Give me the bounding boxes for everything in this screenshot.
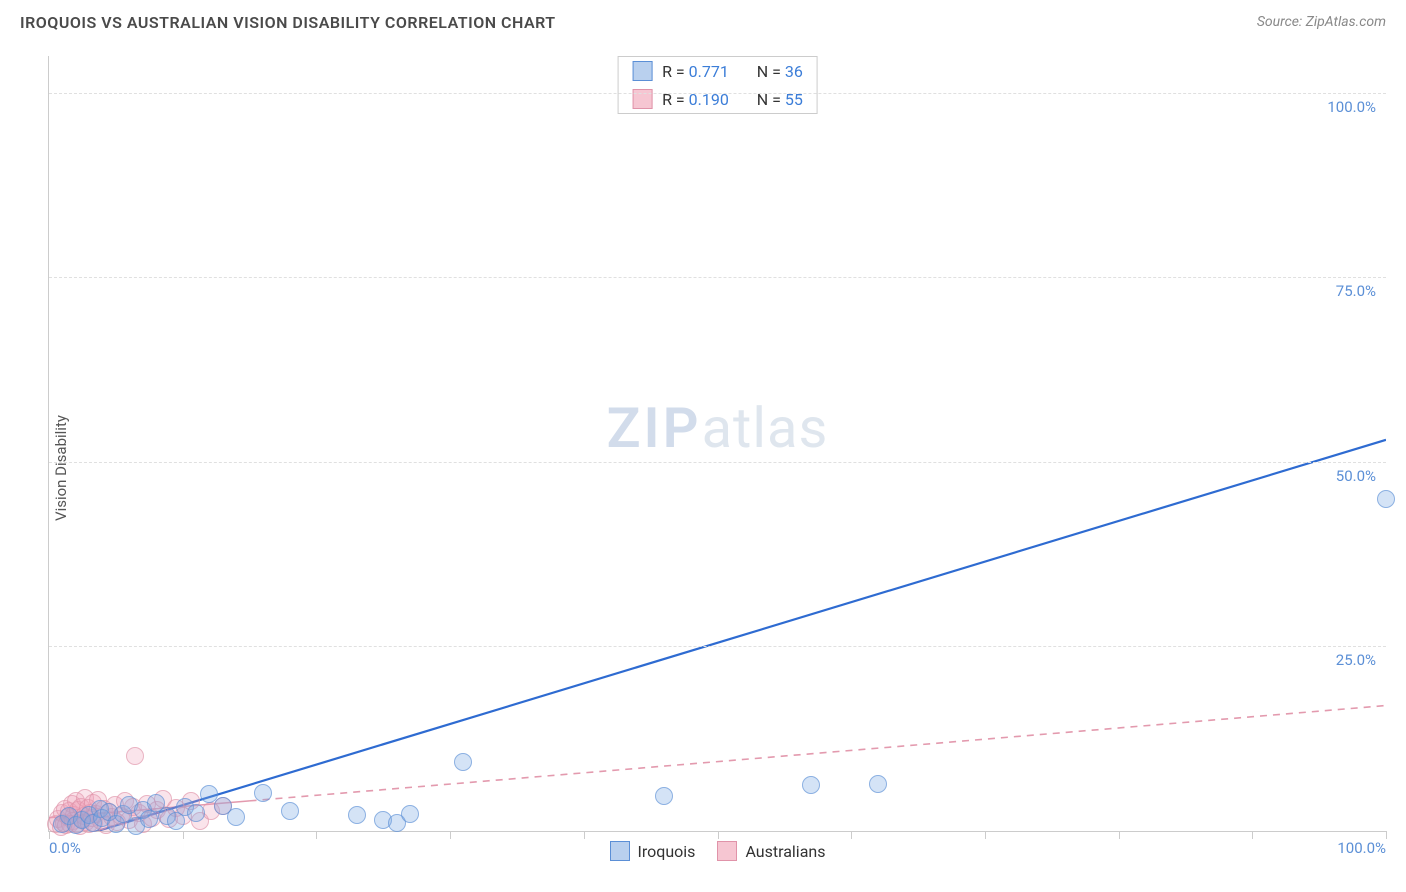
x-tick-first: 0.0% xyxy=(49,839,81,857)
watermark: ZIPatlas xyxy=(607,395,829,461)
swatch-icon xyxy=(717,841,737,861)
trend-overlay xyxy=(49,56,1386,831)
data-point xyxy=(655,787,673,805)
stats-row-iroquois: R = 0.771 N = 36 xyxy=(618,57,817,85)
x-tick xyxy=(851,831,852,839)
x-tick xyxy=(49,831,50,839)
data-point xyxy=(187,804,205,822)
x-tick xyxy=(1252,831,1253,839)
x-tick xyxy=(584,831,585,839)
watermark-atlas: atlas xyxy=(702,395,829,461)
chart-container: Vision Disability ZIPatlas R = 0.771 N =… xyxy=(0,44,1406,892)
data-point xyxy=(869,775,887,793)
plot-area: ZIPatlas R = 0.771 N = 36 R = 0.190 N = … xyxy=(48,56,1386,832)
gridline xyxy=(49,93,1386,94)
legend-label: Australians xyxy=(745,842,825,861)
data-point xyxy=(454,753,472,771)
gridline xyxy=(49,646,1386,647)
y-tick-label: 50.0% xyxy=(1336,467,1376,485)
data-point xyxy=(227,808,245,826)
x-tick xyxy=(316,831,317,839)
y-tick-label: 100.0% xyxy=(1327,98,1376,116)
data-point xyxy=(401,805,419,823)
legend-item-australians: Australians xyxy=(717,841,825,861)
stats-row-australians: R = 0.190 N = 55 xyxy=(618,85,817,113)
n-label: N = 36 xyxy=(757,62,803,81)
y-tick-label: 25.0% xyxy=(1336,651,1376,669)
x-tick xyxy=(985,831,986,839)
r-label: R = 0.771 xyxy=(662,62,729,81)
data-point xyxy=(126,747,144,765)
swatch-icon xyxy=(632,61,652,81)
x-tick xyxy=(1119,831,1120,839)
legend-item-iroquois: Iroquois xyxy=(610,841,696,861)
y-tick-label: 75.0% xyxy=(1336,282,1376,300)
x-tick xyxy=(1386,831,1387,839)
data-point xyxy=(254,784,272,802)
x-tick xyxy=(183,831,184,839)
data-point xyxy=(281,802,299,820)
chart-title: IROQUOIS VS AUSTRALIAN VISION DISABILITY… xyxy=(20,13,556,32)
swatch-icon xyxy=(610,841,630,861)
stats-legend: R = 0.771 N = 36 R = 0.190 N = 55 xyxy=(617,56,818,114)
legend-label: Iroquois xyxy=(638,842,696,861)
x-tick-last: 100.0% xyxy=(1337,839,1386,857)
series-legend: Iroquois Australians xyxy=(610,841,826,861)
x-tick xyxy=(450,831,451,839)
data-point xyxy=(802,776,820,794)
data-point xyxy=(348,806,366,824)
gridline xyxy=(49,277,1386,278)
header: IROQUOIS VS AUSTRALIAN VISION DISABILITY… xyxy=(0,0,1406,44)
data-point xyxy=(1377,490,1395,508)
data-point xyxy=(140,810,158,828)
x-tick xyxy=(718,831,719,839)
source-label: Source: ZipAtlas.com xyxy=(1257,14,1386,30)
gridline xyxy=(49,462,1386,463)
watermark-zip: ZIP xyxy=(607,395,702,461)
